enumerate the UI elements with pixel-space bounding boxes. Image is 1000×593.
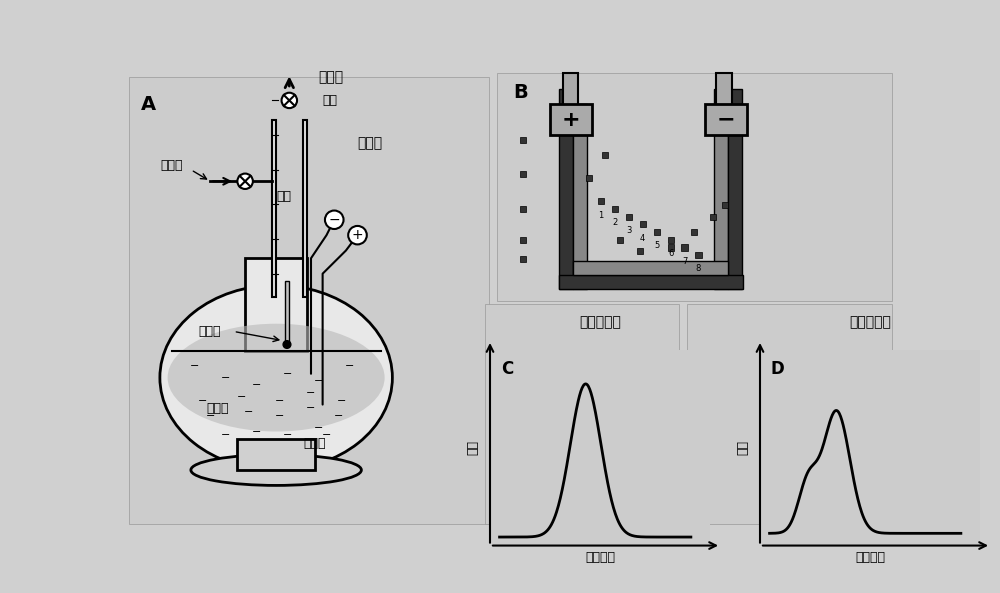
Bar (520, 237, 526, 243)
Text: 抽真空: 抽真空 (319, 71, 344, 84)
Text: −: − (333, 411, 343, 421)
Text: −: − (716, 110, 735, 130)
Bar (303, 120, 307, 296)
Bar (559, 275, 743, 289)
Bar (245, 259, 307, 350)
Text: 阀门: 阀门 (276, 190, 291, 203)
Bar (617, 237, 623, 243)
Bar (520, 256, 526, 262)
Text: 进液管: 进液管 (160, 160, 183, 173)
Bar (695, 252, 702, 259)
Circle shape (283, 340, 291, 348)
Text: 小孔管: 小孔管 (358, 136, 383, 150)
Text: −: − (314, 423, 323, 433)
Text: D: D (771, 359, 785, 378)
Text: −: − (252, 426, 261, 436)
Text: +: + (352, 228, 363, 242)
Bar (654, 229, 660, 235)
Text: 2: 2 (612, 218, 617, 227)
Text: −: − (345, 361, 354, 371)
Text: 大粒径颛粒: 大粒径颛粒 (579, 315, 621, 329)
Text: −: − (252, 380, 261, 390)
Bar (520, 136, 526, 143)
Ellipse shape (168, 324, 385, 432)
Bar (497, 74, 892, 301)
Circle shape (348, 226, 367, 244)
Text: −: − (221, 431, 230, 441)
Bar (728, 89, 742, 289)
Bar (563, 74, 578, 112)
Text: 脉冲宽度: 脉冲宽度 (855, 551, 885, 564)
Text: 小孔口: 小孔口 (199, 325, 221, 338)
Bar (716, 74, 732, 112)
Text: 脉冲宽度: 脉冲宽度 (585, 551, 615, 564)
Text: −: − (283, 369, 292, 379)
Bar (714, 89, 728, 289)
Circle shape (237, 174, 253, 189)
Ellipse shape (160, 285, 392, 470)
Bar (637, 248, 643, 254)
Text: 8: 8 (696, 264, 701, 273)
Text: 1: 1 (598, 211, 603, 219)
Text: C: C (501, 359, 513, 378)
Text: B: B (513, 83, 528, 102)
Text: 4: 4 (640, 234, 645, 243)
Text: 阀门: 阀门 (323, 94, 338, 107)
Text: −: − (306, 388, 316, 398)
Ellipse shape (191, 455, 361, 486)
Bar (640, 221, 646, 228)
Bar (550, 104, 592, 135)
Text: −: − (275, 411, 285, 421)
Text: 6: 6 (668, 249, 673, 258)
Bar (612, 206, 618, 212)
Circle shape (325, 211, 344, 229)
Bar (520, 171, 526, 177)
Text: −: − (190, 361, 199, 371)
Text: −: − (198, 396, 207, 406)
Text: 电解液: 电解液 (206, 402, 229, 415)
Bar (626, 213, 632, 220)
Text: 搂拌棒: 搂拌棒 (303, 436, 326, 449)
Text: −: − (283, 431, 292, 441)
Text: −: − (237, 392, 246, 402)
Text: 3: 3 (626, 226, 631, 235)
Bar (710, 213, 716, 220)
Text: 电压: 电压 (466, 440, 479, 455)
Text: A: A (141, 95, 156, 114)
Bar (687, 304, 892, 524)
Bar (485, 304, 679, 524)
Text: −: − (275, 396, 285, 406)
Bar (129, 77, 489, 524)
Bar (586, 175, 592, 181)
Text: −: − (328, 213, 340, 227)
Text: 5: 5 (654, 241, 659, 250)
Text: 小粒径颛粒: 小粒径颛粒 (849, 315, 891, 329)
Bar (598, 198, 604, 205)
Text: −: − (306, 403, 316, 413)
Bar (285, 281, 289, 343)
Bar (559, 89, 573, 289)
Bar (681, 244, 688, 251)
Bar (573, 262, 728, 275)
Text: −: − (314, 377, 323, 387)
Bar (272, 120, 276, 296)
Bar (520, 206, 526, 212)
Bar (237, 439, 315, 470)
Circle shape (282, 93, 297, 108)
Text: 7: 7 (682, 257, 687, 266)
Text: −: − (206, 411, 215, 421)
Bar (668, 237, 674, 243)
Bar (573, 104, 587, 289)
Bar (602, 152, 608, 158)
Text: −: − (221, 372, 230, 382)
Text: +: + (561, 110, 580, 130)
Text: −: − (322, 431, 331, 441)
Text: −: − (337, 396, 347, 406)
Text: 电压: 电压 (736, 440, 749, 455)
Bar (722, 202, 728, 208)
Bar (668, 244, 674, 251)
Bar (705, 104, 747, 135)
Bar (691, 229, 697, 235)
Text: −: − (244, 407, 254, 417)
